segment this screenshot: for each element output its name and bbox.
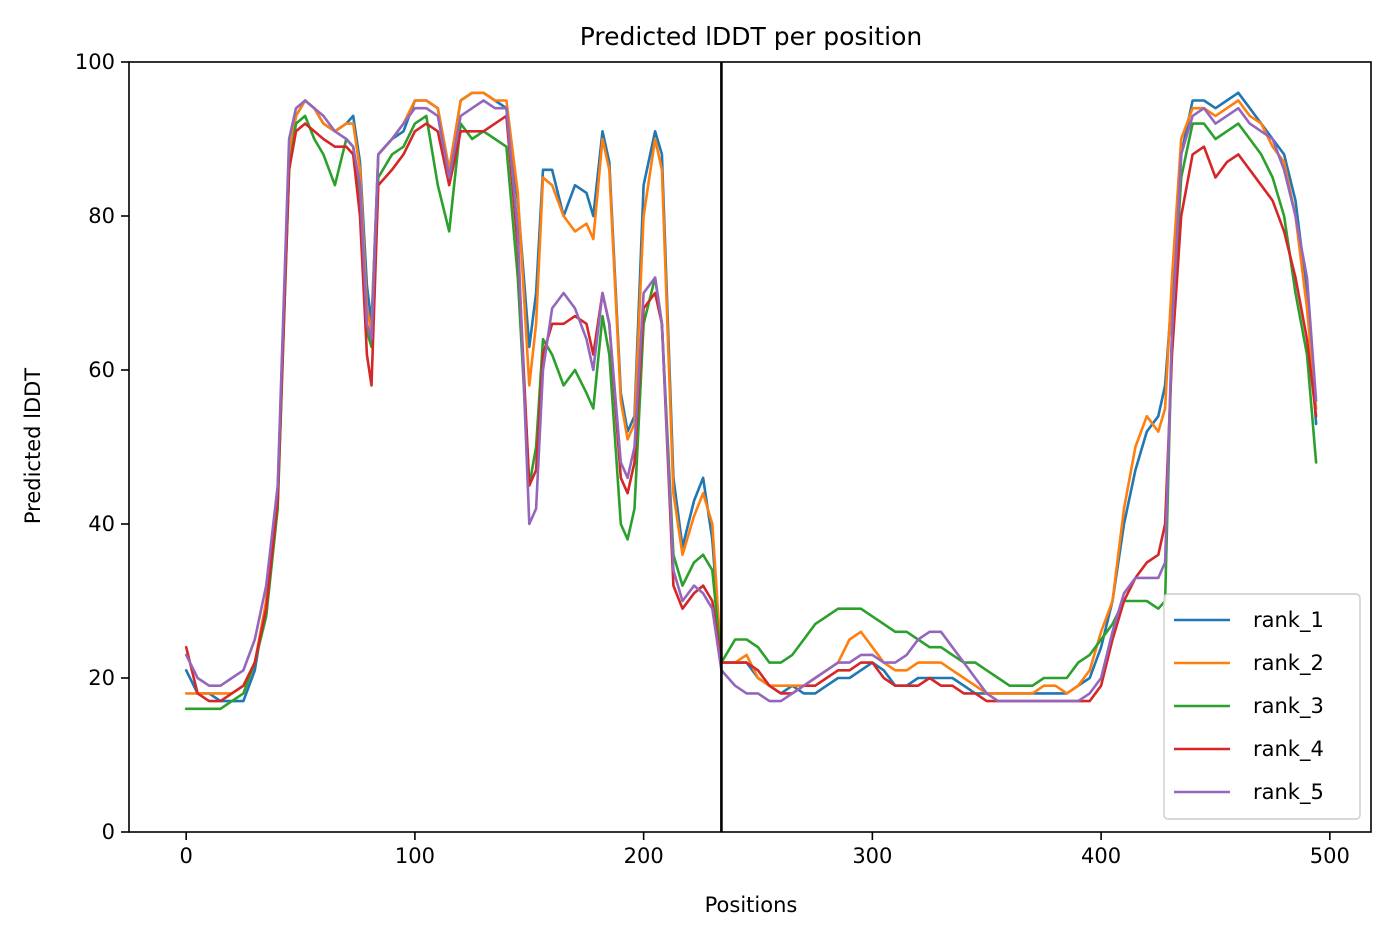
x-tick-label: 400 <box>1081 844 1121 868</box>
legend-label-rank_3: rank_3 <box>1253 694 1324 719</box>
series-layer <box>184 91 1318 711</box>
y-tick-label: 40 <box>88 512 115 536</box>
y-tick-label: 60 <box>88 358 115 382</box>
x-tick-label: 500 <box>1310 844 1350 868</box>
legend-label-rank_5: rank_5 <box>1253 780 1324 805</box>
y-tick-label: 0 <box>102 820 115 844</box>
legend-label-rank_1: rank_1 <box>1253 608 1324 633</box>
x-tick-label: 0 <box>179 844 192 868</box>
x-tick-label: 100 <box>395 844 435 868</box>
legend-box <box>1163 593 1361 820</box>
legend-label-rank_4: rank_4 <box>1253 737 1324 762</box>
y-axis-title: Predicted lDDT <box>21 368 45 524</box>
legend: rank_1 rank_2 rank_3 rank_4 rank_5 <box>1163 593 1361 820</box>
x-axis-title: Positions <box>705 893 798 917</box>
series-line-rank_3 <box>184 114 1318 711</box>
series-line-rank_5 <box>184 99 1318 703</box>
y-tick-label: 20 <box>88 666 115 690</box>
chart-title: Predicted lDDT per position <box>580 22 922 51</box>
series-line-rank_4 <box>184 114 1318 703</box>
plot-frame <box>128 61 1372 833</box>
x-tick-label: 200 <box>624 844 664 868</box>
axes-layer: 0 100 200 300 400 500 0 20 40 60 80 100 <box>75 50 1372 868</box>
y-tick-label: 80 <box>88 204 115 228</box>
y-tick-label: 100 <box>75 50 115 74</box>
legend-label-rank_2: rank_2 <box>1253 651 1324 676</box>
x-tick-label: 300 <box>852 844 892 868</box>
